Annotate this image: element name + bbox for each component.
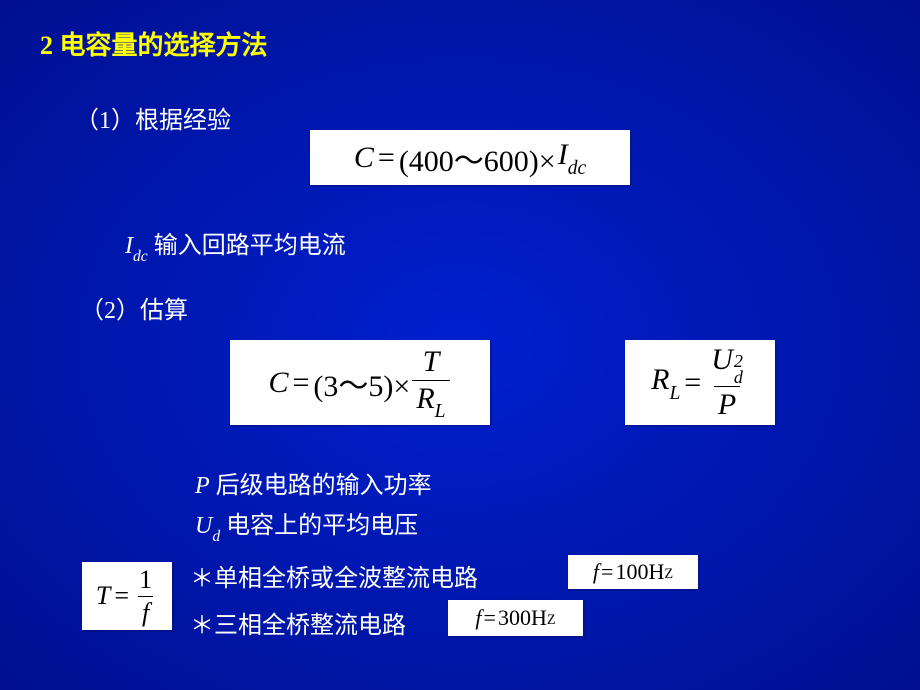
var-I-sub: dc xyxy=(568,158,586,179)
formula-f300: f = 300HZ xyxy=(448,600,583,636)
note-single-phase: ＊ 单相全桥或全波整流电路 xyxy=(190,558,478,593)
ud-sub: d xyxy=(212,528,220,545)
idc-description: Idc 输入回路平均电流 xyxy=(125,225,346,264)
frac-den-f: f xyxy=(138,596,153,628)
idc-text: 输入回路平均电流 xyxy=(154,233,346,259)
formula-coef: (400～600)× xyxy=(399,136,556,180)
ud-description: Ud 电容上的平均电压 xyxy=(195,505,418,544)
frac-den-RL: RL xyxy=(412,380,449,421)
frac-den-P: P xyxy=(714,386,740,422)
frac-num-T: T xyxy=(419,345,444,380)
hz-sub-2: Z xyxy=(547,612,556,629)
formula-T: T = 1 f xyxy=(82,562,172,630)
subsection-2-label: （2）估算 xyxy=(80,290,188,325)
note-three-phase: ＊ 三相全桥整流电路 xyxy=(190,605,406,640)
var-I: I xyxy=(558,138,568,171)
three-phase-text: 三相全桥整流电路 xyxy=(214,605,406,640)
subsection-1-label: （1）根据经验 xyxy=(75,100,231,135)
fraction-Ud2-P: U2d P xyxy=(707,343,747,423)
idc-var: I xyxy=(125,233,133,259)
hz-sub-1: Z xyxy=(664,566,673,583)
p-text: 后级电路的输入功率 xyxy=(216,473,432,499)
coef-2: (3～5)× xyxy=(313,361,410,405)
fraction-1-f: 1 f xyxy=(135,565,156,628)
var-RL: RL xyxy=(651,363,680,402)
var-T: T xyxy=(96,581,110,611)
formula-RL: RL = U2d P xyxy=(625,340,775,425)
var-f1: f xyxy=(593,559,599,585)
equals: = xyxy=(378,141,395,175)
frac-num-Ud2: U2d xyxy=(707,343,747,387)
ud-var: U xyxy=(195,513,212,539)
formula-f100: f = 100HZ xyxy=(568,555,698,589)
var-f2: f xyxy=(475,605,481,631)
formula-empirical: C = (400～600)× Idc xyxy=(310,130,630,185)
p-description: P 后级电路的输入功率 xyxy=(195,465,432,500)
formula-estimate-C: C = (3～5)× T RL xyxy=(230,340,490,425)
single-phase-text: 单相全桥或全波整流电路 xyxy=(214,558,478,593)
val-300: 300H xyxy=(498,605,547,631)
var-C2: C xyxy=(268,366,288,400)
equals-f1: = xyxy=(601,559,613,585)
equals-f2: = xyxy=(484,605,496,631)
val-100: 100H xyxy=(615,559,664,585)
p-var: P xyxy=(195,473,210,499)
equals-T: = xyxy=(114,581,129,611)
frac-num-1: 1 xyxy=(135,565,156,596)
star-icon-2: ＊ xyxy=(190,605,214,640)
var-C: C xyxy=(354,141,374,175)
ud-text: 电容上的平均电压 xyxy=(226,513,418,539)
fraction-T-RL: T RL xyxy=(412,345,449,421)
idc-sub: dc xyxy=(133,248,148,265)
star-icon: ＊ xyxy=(190,558,214,593)
section-title: 2 电容量的选择方法 xyxy=(40,25,268,62)
equals-2: = xyxy=(293,366,310,400)
equals-3: = xyxy=(684,366,701,400)
